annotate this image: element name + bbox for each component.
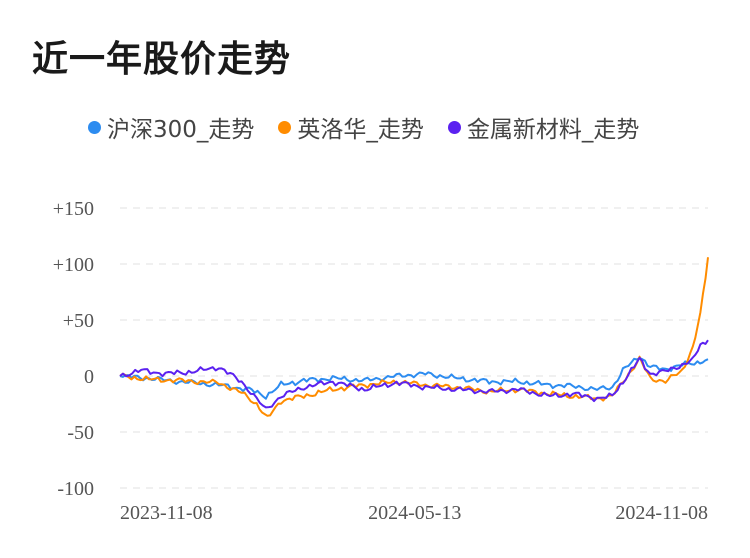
- legend-item[interactable]: 英洛华_走势: [278, 110, 424, 144]
- legend-marker: [447, 120, 461, 134]
- y-tick-label: -100: [57, 478, 94, 500]
- y-tick-label: 0: [84, 366, 94, 388]
- y-tick-label: +150: [53, 198, 94, 220]
- y-tick-label: +100: [53, 254, 94, 276]
- legend-marker: [88, 120, 101, 134]
- series-line: [119, 357, 709, 400]
- legend-item[interactable]: 沪深300_走势: [88, 110, 254, 144]
- y-tick-label: -50: [67, 422, 94, 444]
- legend-label: 金属新材料_走势: [466, 117, 640, 143]
- x-tick-label: 2023-11-08: [120, 502, 213, 524]
- legend-label: 英洛华_走势: [297, 117, 424, 143]
- x-tick-label: 2024-11-08: [615, 502, 708, 524]
- series-line: [119, 339, 709, 409]
- y-tick-label: +50: [63, 310, 94, 332]
- legend: 沪深300_走势 英洛华_走势 金属新材料_走势: [88, 110, 639, 144]
- legend-item[interactable]: 金属新材料_走势: [447, 110, 640, 144]
- chart-title: 近一年股价走势: [32, 39, 292, 80]
- legend-marker: [278, 120, 292, 134]
- x-tick-label: 2024-05-13: [368, 502, 461, 524]
- series-line: [119, 257, 709, 417]
- legend-label: 沪深300_走势: [107, 117, 255, 143]
